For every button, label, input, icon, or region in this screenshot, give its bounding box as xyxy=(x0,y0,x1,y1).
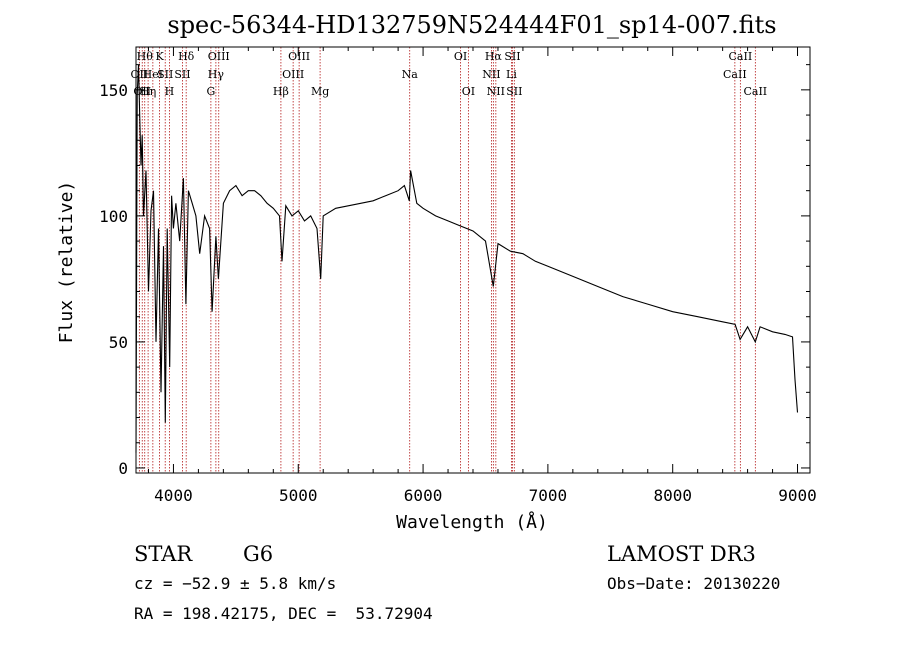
line-label-25: SII xyxy=(506,85,522,98)
object-class: STAR xyxy=(134,542,193,566)
line-label-18: OI xyxy=(454,50,467,63)
line-label-10: G xyxy=(206,85,215,98)
line-label-14: OIII xyxy=(282,68,304,81)
line-label-23: SII xyxy=(504,50,520,63)
plot-frame xyxy=(135,46,811,474)
line-label-11: Hγ xyxy=(208,68,225,81)
line-label-6: SII xyxy=(157,68,173,81)
survey-label: LAMOST DR3 xyxy=(607,542,756,566)
line-label-4: HeI xyxy=(143,68,163,81)
line-label-15: OIII xyxy=(288,50,310,63)
line-label-22: NII xyxy=(487,85,505,98)
line-label-12: OIII xyxy=(208,50,230,63)
x-tick-label-5000: 5000 xyxy=(279,486,318,505)
line-label-28: CaII xyxy=(743,85,767,98)
line-label-24: Li xyxy=(506,68,517,81)
x-tick-label-7000: 7000 xyxy=(529,486,568,505)
line-label-17: Na xyxy=(402,68,419,81)
line-label-0: OII xyxy=(131,68,149,81)
y-axis-ticks: 0 50 100 150 xyxy=(99,64,810,478)
line-label-26: CaII xyxy=(723,68,747,81)
x-tick-label-8000: 8000 xyxy=(653,486,692,505)
line-label-3: Hη xyxy=(140,85,156,98)
line-label-21: Hα xyxy=(485,50,503,63)
line-label-9: SII xyxy=(174,68,190,81)
line-label-27: CaII xyxy=(729,50,753,63)
y-tick-label-100: 100 xyxy=(99,207,128,226)
spectrum-line xyxy=(135,64,799,453)
object-subclass: G6 xyxy=(243,542,273,566)
line-label-7: H xyxy=(165,85,175,98)
spectral-line-labels: OIIOIIHθHηHeIKSIIHHδSIIGHγOIIIHβOIIIOIII… xyxy=(131,50,768,98)
line-label-2: Hθ xyxy=(137,50,154,63)
chart-title: spec-56344-HD132759N524444F01_sp14-007.f… xyxy=(167,11,776,39)
redshift-text: cz = −52.9 ± 5.8 km/s xyxy=(134,574,336,593)
x-tick-label-6000: 6000 xyxy=(404,486,443,505)
y-axis-label: Flux (relative) xyxy=(56,181,77,344)
x-axis-label: Wavelength (Å) xyxy=(396,511,548,533)
line-label-5: K xyxy=(155,50,164,63)
y-tick-label-50: 50 xyxy=(109,333,128,352)
coordinates-text: RA = 198.42175, DEC = 53.72904 xyxy=(134,604,433,623)
y-tick-label-0: 0 xyxy=(118,459,128,478)
line-label-20: NII xyxy=(482,68,500,81)
spectral-line-markers xyxy=(138,47,756,473)
line-label-13: Hβ xyxy=(273,85,289,98)
line-label-8: Hδ xyxy=(178,50,195,63)
x-tick-label-9000: 9000 xyxy=(778,486,817,505)
x-tick-label-4000: 4000 xyxy=(154,486,193,505)
obs-date-text: Obs−Date: 20130220 xyxy=(607,574,780,593)
line-label-16: Mg xyxy=(311,85,329,98)
x-axis-ticks: 4000 5000 6000 7000 8000 9000 xyxy=(147,47,817,505)
y-tick-label-150: 150 xyxy=(99,81,128,100)
line-label-19: OI xyxy=(462,85,475,98)
